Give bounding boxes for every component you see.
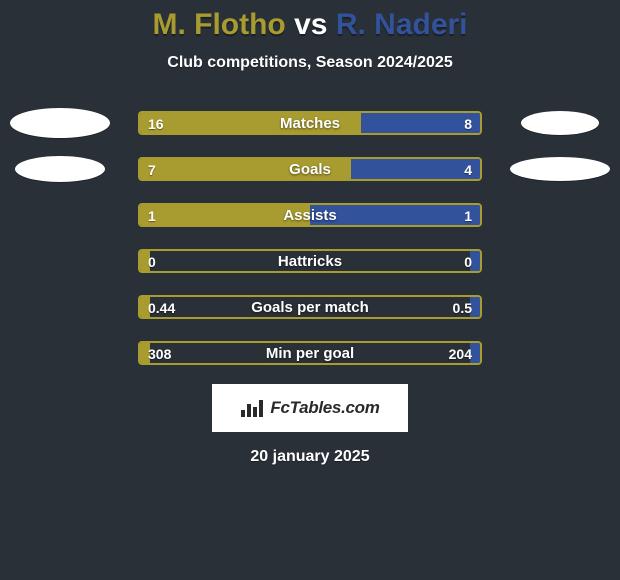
stat-row: 168Matches xyxy=(0,100,620,146)
date-label: 20 january 2025 xyxy=(0,448,620,466)
stat-row: 11Assists xyxy=(0,192,620,238)
stat-value-left: 16 xyxy=(140,113,172,135)
stat-value-right: 1 xyxy=(456,205,480,227)
fill-left xyxy=(140,113,361,133)
stat-value-left: 1 xyxy=(140,205,164,227)
value-disk-right xyxy=(521,111,599,135)
stat-row: 0 0Hattricks xyxy=(0,238,620,284)
subtitle: Club competitions, Season 2024/2025 xyxy=(0,54,620,72)
stat-value-left: 308 xyxy=(140,343,179,365)
value-disk-left xyxy=(15,156,105,182)
stat-value-right: 8 xyxy=(456,113,480,135)
player-left-name: M. Flotho xyxy=(152,8,285,41)
stat-value-right: 0.5 xyxy=(445,297,480,319)
stat-label: Min per goal xyxy=(140,343,480,365)
fill-left xyxy=(140,159,351,179)
stat-value-right: 204 xyxy=(441,343,480,365)
stat-value-right: 4 xyxy=(456,159,480,181)
stat-row: 0.44 0.5Goals per match xyxy=(0,284,620,330)
stat-label: Goals per match xyxy=(140,297,480,319)
value-disk-right xyxy=(510,157,610,181)
stat-value-left: 0 xyxy=(140,251,164,273)
player-right-name: R. Naderi xyxy=(336,8,468,41)
bars-icon xyxy=(240,398,264,418)
stat-label: Hattricks xyxy=(140,251,480,273)
stat-row: 308 204Min per goal xyxy=(0,330,620,376)
page-title: M. Flotho vs R. Naderi xyxy=(0,8,620,42)
value-disk-left xyxy=(10,108,110,138)
stat-row: 74Goals xyxy=(0,146,620,192)
stats-list: 168Matches74Goals11Assists00Hattricks0.4… xyxy=(0,100,620,376)
branding-badge: FcTables.com xyxy=(212,384,408,432)
stat-bar: 0 0Hattricks xyxy=(138,249,482,273)
stat-value-right: 0 xyxy=(456,251,480,273)
vs-separator: vs xyxy=(286,8,336,41)
fill-left xyxy=(140,205,310,225)
stat-value-left: 0.44 xyxy=(140,297,183,319)
stat-bar: 308 204Min per goal xyxy=(138,341,482,365)
comparison-card: M. Flotho vs R. Naderi Club competitions… xyxy=(0,0,620,580)
stat-value-left: 7 xyxy=(140,159,164,181)
stat-bar: 0.44 0.5Goals per match xyxy=(138,295,482,319)
branding-text: FcTables.com xyxy=(270,398,379,418)
fill-right xyxy=(310,205,480,225)
stat-bar: 11Assists xyxy=(138,203,482,227)
stat-bar: 74Goals xyxy=(138,157,482,181)
stat-bar: 168Matches xyxy=(138,111,482,135)
